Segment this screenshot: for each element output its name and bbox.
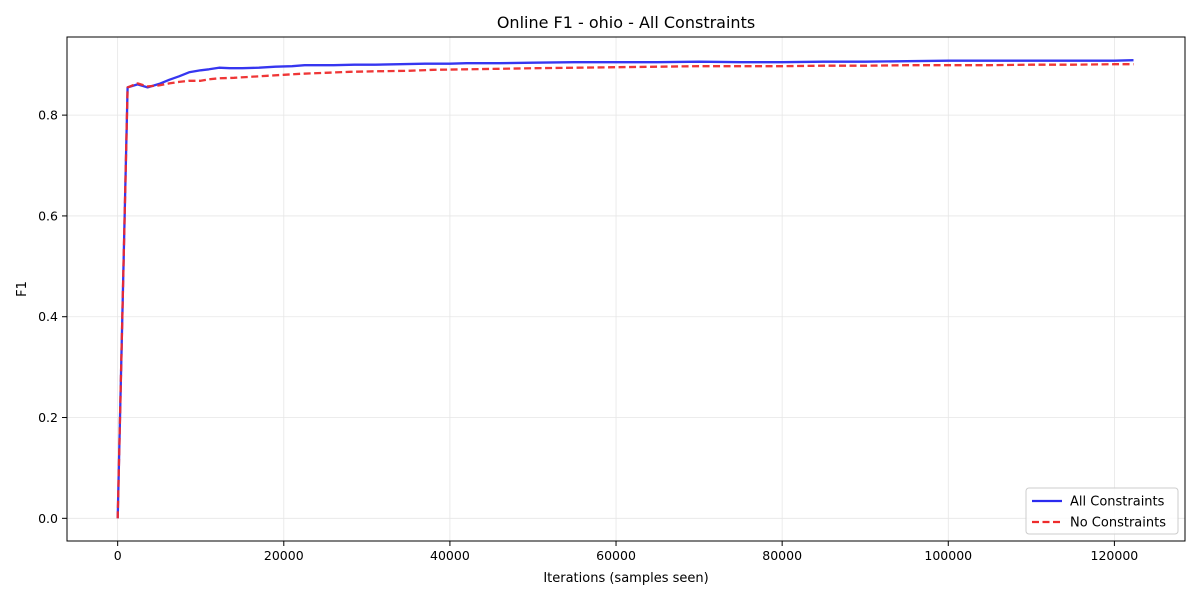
y-tick-label: 0.2 bbox=[38, 410, 58, 425]
y-axis-ticks: 0.0 0.2 0.4 0.6 0.8 bbox=[38, 108, 67, 526]
y-axis-label: F1 bbox=[15, 281, 30, 297]
x-tick-label: 100000 bbox=[924, 548, 972, 563]
x-tick-label: 60000 bbox=[596, 548, 636, 563]
grid-lines bbox=[67, 37, 1185, 541]
series-line-all-constraints bbox=[116, 59, 1134, 519]
y-tick-label: 0.0 bbox=[38, 511, 58, 526]
legend: All Constraints No Constraints bbox=[1025, 487, 1179, 535]
legend-label: No Constraints bbox=[1070, 516, 1166, 531]
x-tick-label: 40000 bbox=[430, 548, 470, 563]
y-tick-label: 0.6 bbox=[38, 208, 58, 223]
series-line-no-constraints bbox=[116, 63, 1134, 519]
plot-frame bbox=[66, 36, 1186, 542]
x-tick-label: 80000 bbox=[762, 548, 802, 563]
x-tick-label: 0 bbox=[114, 548, 122, 563]
x-tick-label: 120000 bbox=[1091, 548, 1139, 563]
x-axis-label: Iterations (samples seen) bbox=[543, 571, 708, 586]
x-tick-label: 20000 bbox=[264, 548, 304, 563]
chart-title: Online F1 - ohio - All Constraints bbox=[497, 13, 755, 32]
y-tick-label: 0.8 bbox=[38, 108, 58, 123]
series-layer bbox=[116, 59, 1134, 519]
legend-label: All Constraints bbox=[1070, 495, 1165, 510]
y-tick-label: 0.4 bbox=[38, 309, 58, 324]
x-axis-ticks: 0 20000 40000 60000 80000 100000 120000 bbox=[114, 541, 1139, 563]
legend-box bbox=[1025, 487, 1179, 535]
